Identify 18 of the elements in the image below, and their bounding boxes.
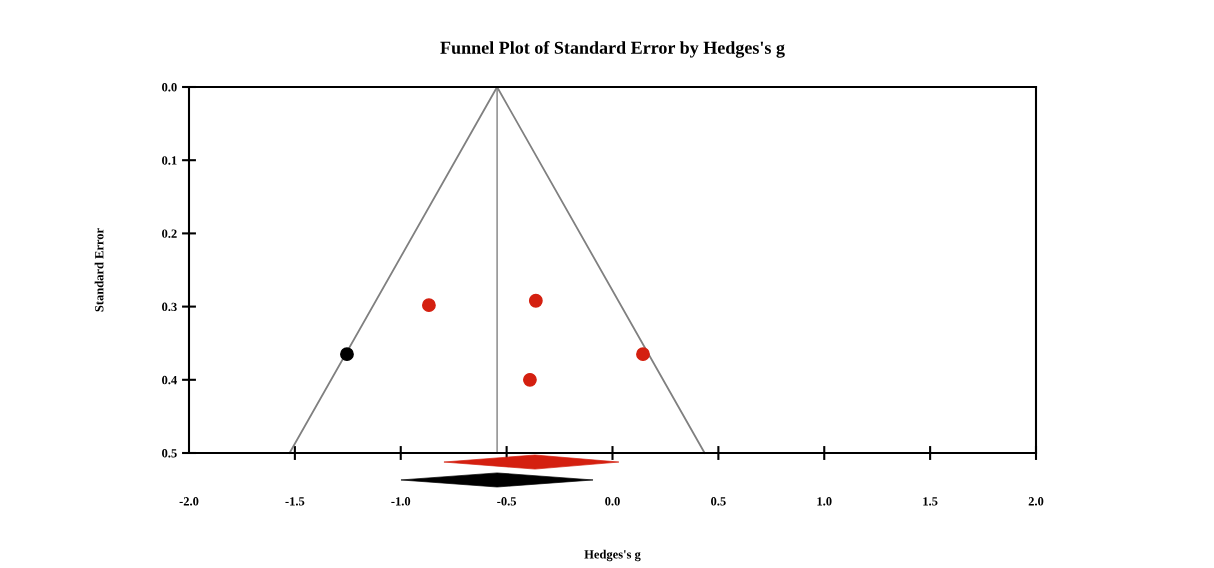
x-tick-label: -0.5 [497,497,517,506]
x-tick-label: 1.5 [923,497,938,506]
x-tick-label: -1.0 [391,497,411,506]
x-tick-label: 2.0 [1028,497,1044,506]
chart-title: Funnel Plot of Standard Error by Hedges's g [440,40,785,58]
y-tick-label: 0.1 [162,156,177,165]
y-tick-label: 0.3 [162,302,177,312]
x-tick-label: 0.5 [711,497,726,506]
y-tick-label: 0.4 [162,375,177,385]
y-axis-title: Standard Error [94,228,104,312]
x-tick-label: -2.0 [179,497,199,506]
y-tick-label: 0.2 [162,229,177,238]
x-axis-title: Hedges's g [584,549,641,562]
x-tick-label: -1.5 [285,497,305,506]
y-tick-label: 0.5 [162,449,177,458]
x-tick-label: 1.0 [817,497,832,506]
x-tick-label: 0.0 [605,497,620,506]
y-tick-label: 0.0 [162,83,177,92]
